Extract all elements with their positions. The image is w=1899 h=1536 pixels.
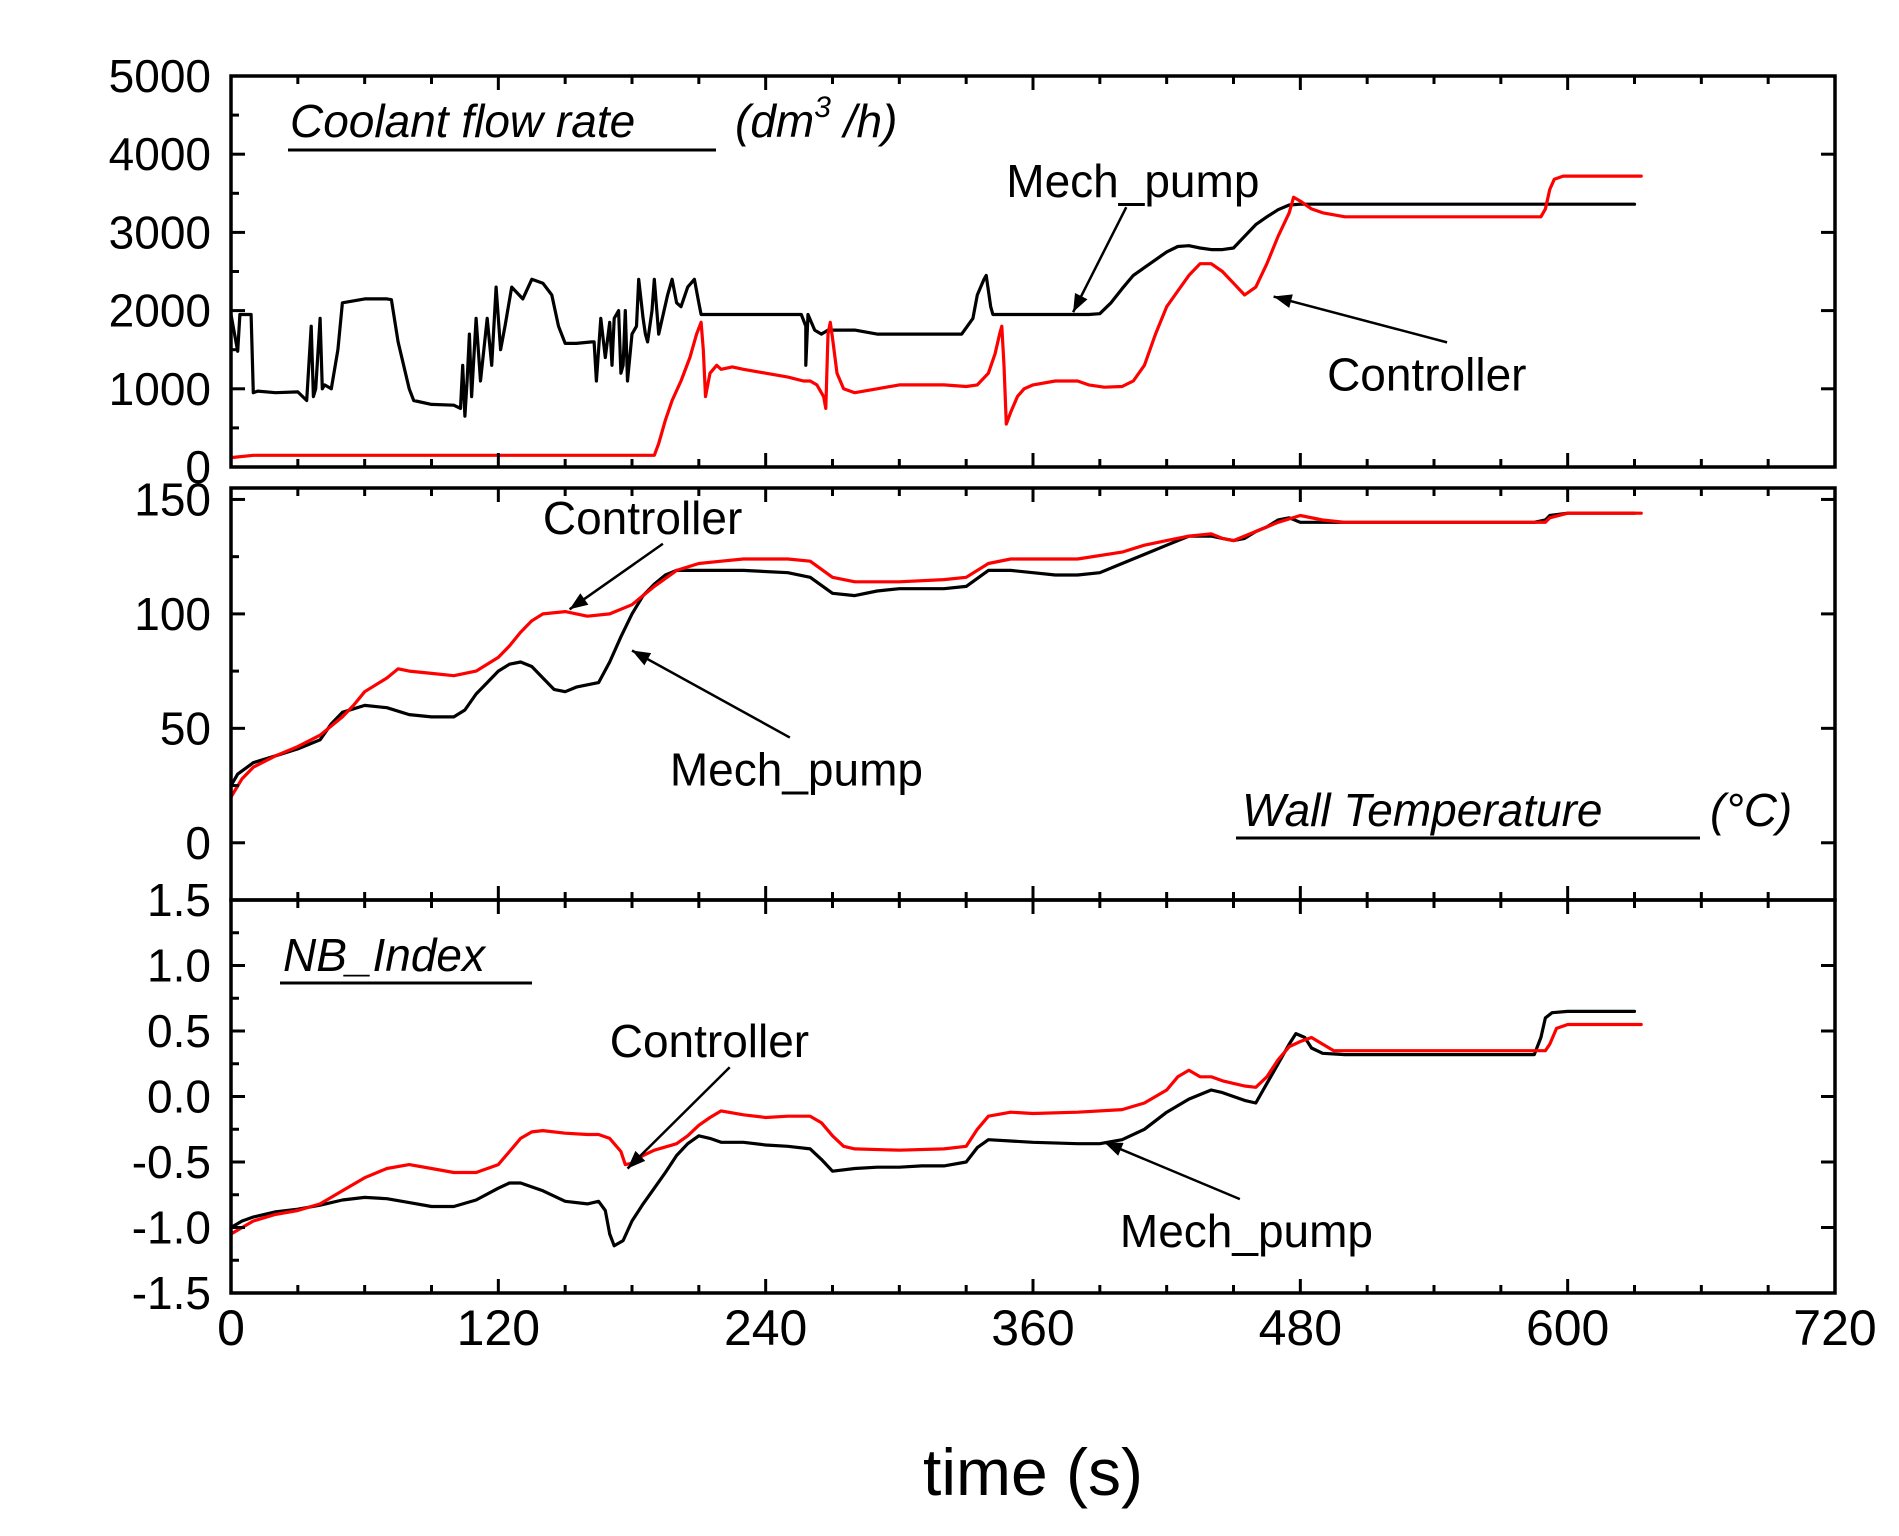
x-tick-label: 360	[991, 1300, 1074, 1356]
x-tick-label: 240	[724, 1300, 807, 1356]
temp-ytick-label: 50	[160, 702, 211, 754]
nb-annotation-arrowhead	[627, 1150, 646, 1169]
flow-annotation-mech-pump: Mech_pump	[1006, 155, 1259, 207]
temp-annotations: Controller Mech_pump	[543, 492, 923, 796]
temp-annotation-arrowhead	[569, 593, 589, 610]
temp-annotation-arrow-line	[568, 542, 664, 611]
nb-annotation-controller: Controller	[610, 1015, 809, 1067]
flow-series-layer	[229, 174, 1643, 460]
nb-panel-title: NB_Index	[283, 929, 487, 981]
flow-unit-superscript: 3	[814, 91, 831, 124]
flow-annotation-arrow-line	[1273, 295, 1448, 344]
x-tick-label: 480	[1259, 1300, 1342, 1356]
flow-ytick-label: 0	[185, 441, 211, 493]
nb-ytick-label: 1.5	[147, 874, 211, 926]
nb-ytick-label: -1.0	[132, 1202, 211, 1254]
x-axis-title: time (s)	[923, 1435, 1143, 1509]
nb-ticks: -1.5 -1.0 -0.5 0.0 0.5 1.0 1.5	[132, 874, 1837, 1319]
x-tick-label: 720	[1793, 1300, 1876, 1356]
flow-unit-suffix: /h)	[831, 95, 897, 147]
panel-nb-index: -1.5 -1.0 -0.5 0.0 0.5 1.0 1.5 NB_Index Contro…	[132, 874, 1837, 1319]
flow-unit-prefix: (dm	[735, 95, 814, 147]
temp-series-mech-pump	[229, 511, 1637, 788]
temp-ytick-label: 0	[185, 817, 211, 869]
nb-ytick-label: 0.5	[147, 1005, 211, 1057]
nb-annotation-arrow-line	[626, 1066, 731, 1170]
flow-panel-title: Coolant flow rate	[290, 95, 635, 147]
nb-annotations: Controller Mech_pump	[610, 1015, 1373, 1257]
nb-series-layer	[229, 1009, 1643, 1248]
temp-series-layer	[229, 511, 1643, 799]
nb-annotation-arrowhead	[1104, 1142, 1124, 1156]
nb-annotation-arrow-line	[1103, 1141, 1241, 1201]
flow-series-mech-pump	[229, 202, 1637, 418]
temp-panel-title: Wall Temperature	[1242, 784, 1603, 836]
flow-ytick-label: 5000	[109, 50, 211, 102]
nb-annotation-mech-pump: Mech_pump	[1120, 1205, 1373, 1257]
flow-annotation-arrowhead	[1273, 294, 1293, 308]
temp-ytick-label: 150	[134, 473, 211, 525]
nb-ytick-label: 0.0	[147, 1071, 211, 1123]
flow-ytick-label: 2000	[109, 285, 211, 337]
flow-annotation-arrowhead	[1073, 292, 1088, 313]
flow-ytick-label: 3000	[109, 206, 211, 258]
flow-ytick-label: 1000	[109, 363, 211, 415]
nb-ytick-label: 1.0	[147, 940, 211, 992]
x-tick-label: 600	[1526, 1300, 1609, 1356]
temp-ytick-label: 100	[134, 588, 211, 640]
temp-annotation-arrow-line	[631, 649, 791, 739]
flow-annotations: Mech_pump Controller	[1006, 155, 1526, 400]
flow-annotation-controller: Controller	[1327, 348, 1526, 400]
temp-annotation-controller: Controller	[543, 492, 742, 544]
temp-ticks: 0 50 100 150	[134, 473, 1837, 900]
temp-series-controller	[229, 511, 1643, 799]
x-tick-label: 120	[457, 1300, 540, 1356]
nb-series-mech-pump	[229, 1009, 1637, 1248]
flow-ticks: 0 1000 2000 3000 4000 5000	[109, 50, 1837, 493]
panel-wall-temperature: 0 50 100 150 Wall Temperature (°C) Controll…	[134, 473, 1837, 902]
flow-panel-unit: (dm3 /h)	[735, 91, 897, 147]
flow-annotation-arrow-line	[1071, 206, 1128, 313]
flow-ytick-label: 4000	[109, 128, 211, 180]
nb-ytick-label: -0.5	[132, 1136, 211, 1188]
flow-series-controller	[229, 174, 1643, 460]
nb-series-controller	[229, 1022, 1643, 1236]
x-tick-label: 0	[217, 1300, 245, 1356]
x-axis-tick-labels: 0 120 240 360 480 600 720	[217, 1300, 1877, 1356]
nb-ytick-label: -1.5	[132, 1267, 211, 1319]
temp-panel-unit: (°C)	[1710, 784, 1792, 836]
temp-annotation-arrowhead	[632, 650, 652, 666]
temp-annotation-mech-pump: Mech_pump	[670, 744, 923, 796]
